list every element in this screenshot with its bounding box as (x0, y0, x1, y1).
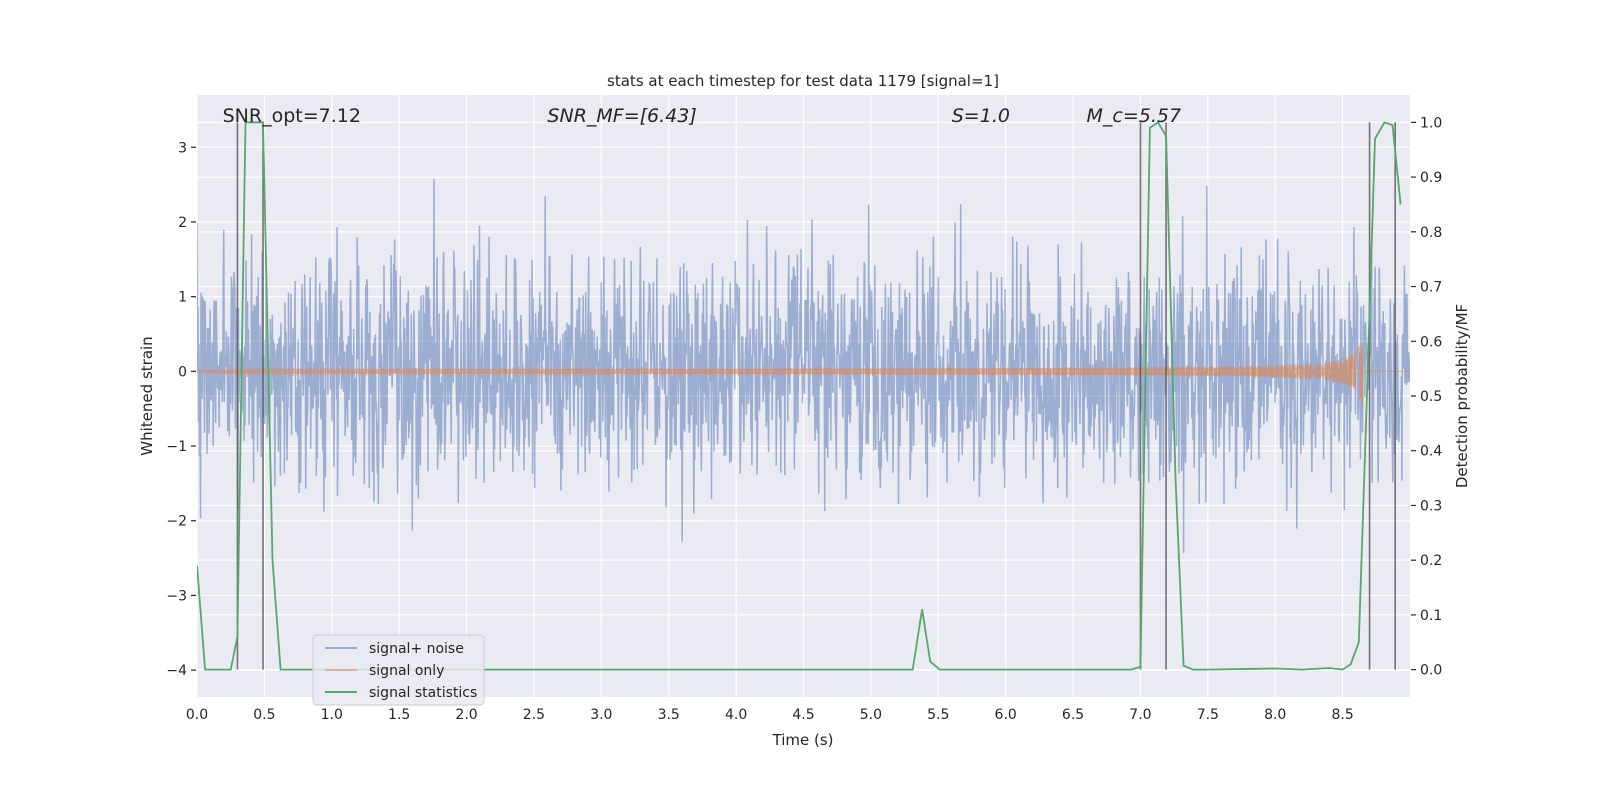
x-tick-label: 0.0 (186, 707, 208, 723)
y-axis-label: Whitened strain (138, 336, 156, 455)
axes: 0.0 0.5 1.0 1.5 2.0 2.5 3.0 3.5 4.0 4.5 5.0 5.5 6.0 6… (166, 115, 1442, 723)
x-tick-label: 4.5 (792, 707, 814, 723)
x-axis-label: Time (s) (772, 731, 834, 749)
x-tick-label: 4.0 (725, 707, 747, 723)
y-tick-label: 0 (178, 364, 187, 380)
legend: signal+ noise signal only signal statistic… (312, 634, 485, 706)
y-right-tick-label: 0.2 (1420, 553, 1442, 569)
legend-label: signal+ noise (369, 641, 464, 657)
signal-only-series (197, 342, 1410, 409)
x-tick-label: 8.0 (1264, 707, 1286, 723)
x-tick-label: 3.5 (658, 707, 680, 723)
y-tick-label: −2 (166, 514, 187, 530)
x-tick-label: 2.5 (523, 707, 545, 723)
signal-noise-series (197, 179, 1410, 554)
y-tick-label: 3 (178, 140, 187, 156)
x-tick-label: 1.5 (388, 707, 410, 723)
annotation-snr-opt: SNR_opt=7.12 (223, 105, 361, 127)
y-right-tick-label: 0.0 (1420, 663, 1442, 679)
x-tick-label: 0.5 (253, 707, 275, 723)
x-tick-label: 6.5 (1062, 707, 1084, 723)
x-tick-label: 6.0 (995, 707, 1017, 723)
y-right-tick-label: 0.7 (1420, 280, 1442, 296)
legend-label: signal statistics (369, 685, 477, 701)
y-right-tick-label: 0.8 (1420, 225, 1442, 241)
legend-label: signal only (369, 663, 444, 679)
y-tick-label: 1 (178, 290, 187, 306)
x-tick-label: 5.5 (927, 707, 949, 723)
y-right-tick-label: 0.6 (1420, 334, 1442, 350)
y-right-tick-label: 0.3 (1420, 498, 1442, 514)
chart-title: stats at each timestep for test data 117… (607, 72, 999, 90)
x-tick-label: 5.0 (860, 707, 882, 723)
y-axis-right-label: Detection probability/MF (1453, 304, 1471, 488)
x-tick-label: 3.0 (590, 707, 612, 723)
plot-area (197, 121, 1410, 671)
x-tick-label: 2.0 (455, 707, 477, 723)
annotation-snr-mf: SNR_MF=[6.43] (547, 105, 696, 127)
annotation-chirp-mass: M_c=5.57 (1087, 105, 1182, 127)
y-right-tick-label: 0.5 (1420, 389, 1442, 405)
signal-statistics-series (197, 121, 1402, 671)
y-tick-label: −4 (166, 663, 187, 679)
y-tick-label: −1 (166, 439, 187, 455)
legend-box (312, 634, 485, 706)
x-tick-label: 1.0 (321, 707, 343, 723)
x-tick-label: 8.5 (1331, 707, 1353, 723)
y-right-tick-label: 0.9 (1420, 170, 1442, 186)
y-right-tick-label: 0.4 (1420, 444, 1442, 460)
annotation-s: S=1.0 (952, 105, 1010, 127)
annotations: SNR_opt=7.12 SNR_MF=[6.43] S=1.0 M_c=5.5… (223, 105, 1182, 127)
x-tick-label: 7.5 (1197, 707, 1219, 723)
x-tick-label: 7.0 (1129, 707, 1151, 723)
y-right-tick-label: 0.1 (1420, 608, 1442, 624)
y-tick-label: 2 (178, 215, 187, 231)
y-tick-label: −3 (166, 588, 187, 604)
y-right-tick-label: 1.0 (1420, 115, 1442, 131)
